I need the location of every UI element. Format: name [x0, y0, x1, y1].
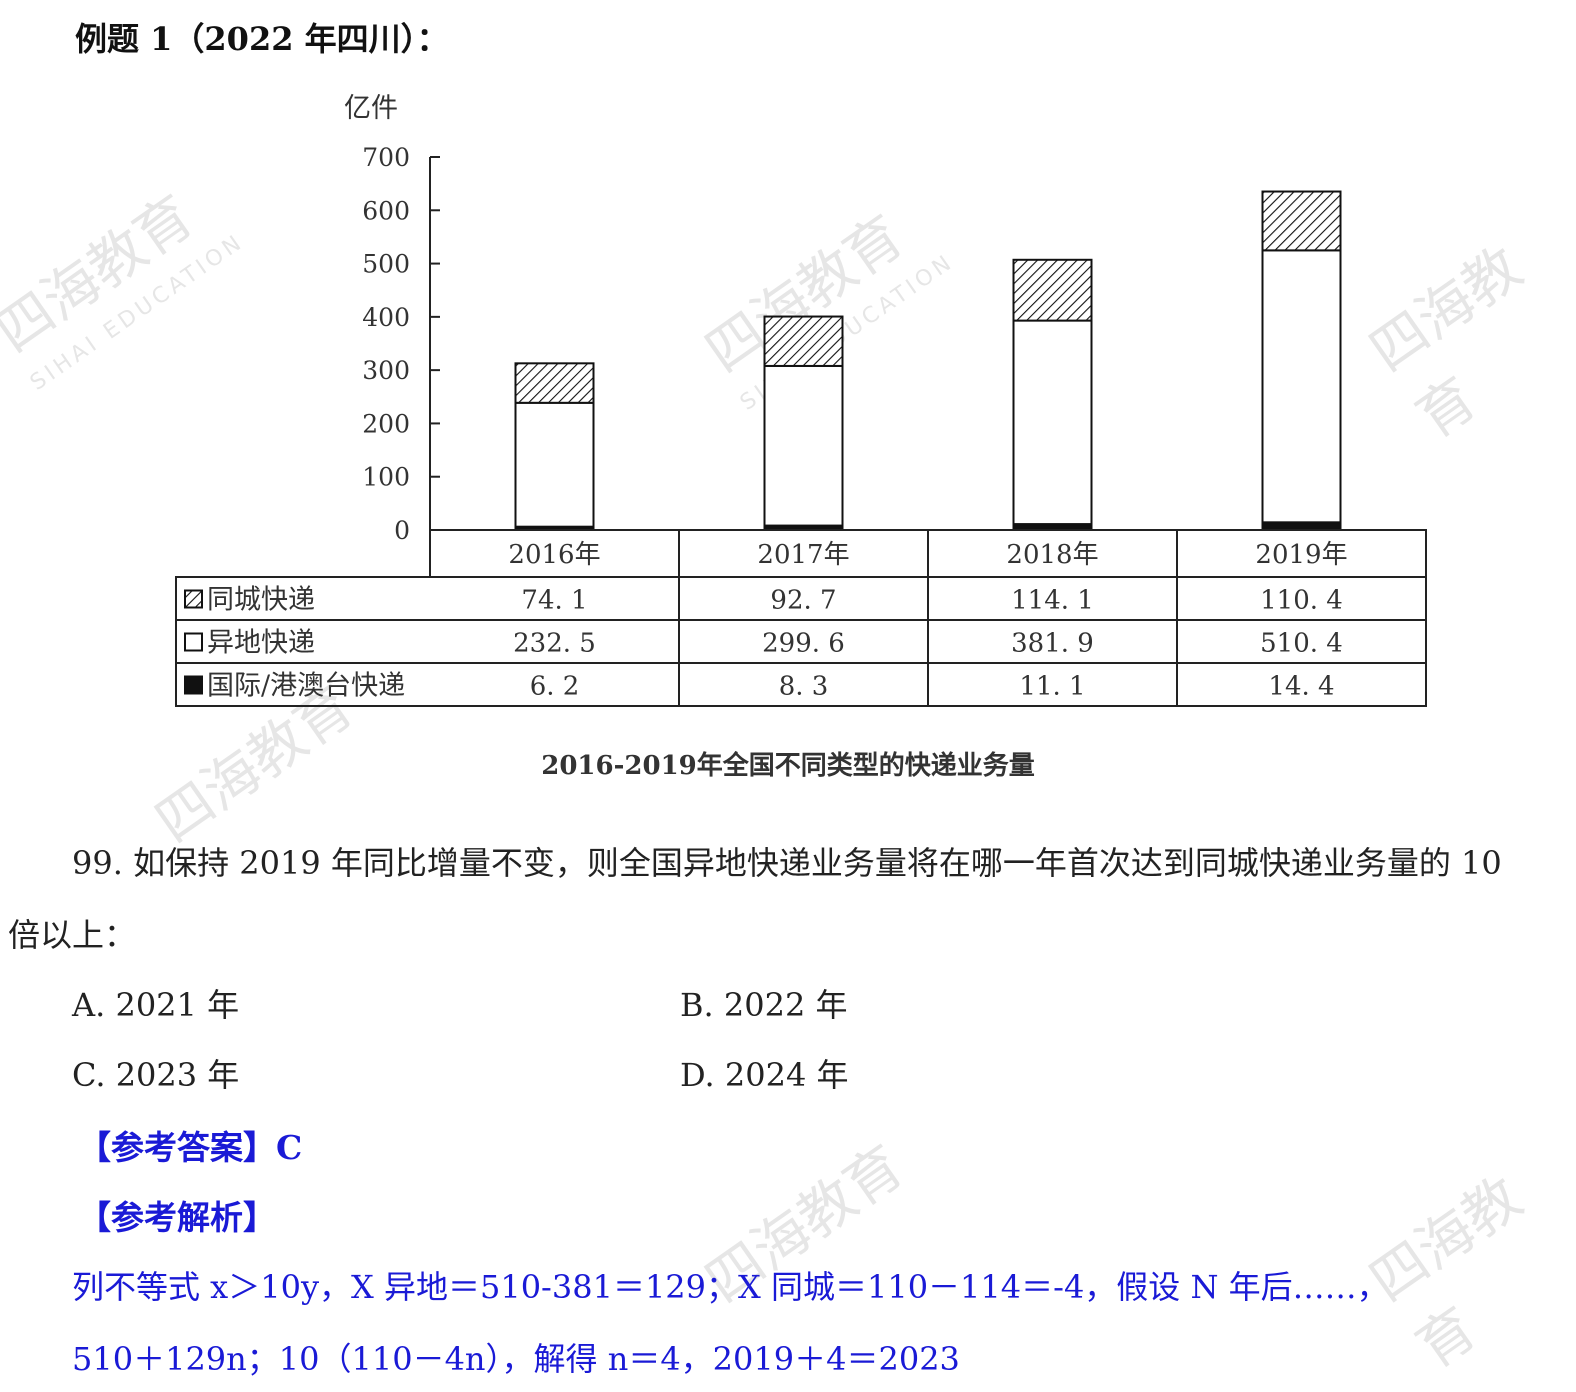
bar-segment — [1261, 521, 1342, 531]
option-d[interactable]: D. 2024 年 — [680, 1056, 849, 1094]
x-category-label: 2019年 — [1255, 540, 1347, 570]
bar-segment — [1261, 249, 1342, 524]
data-value-label: 8. 3 — [779, 672, 829, 702]
bar-segment — [1012, 319, 1093, 526]
question-text-line2: 倍以上： — [8, 916, 137, 954]
bar-segment — [514, 401, 595, 528]
option-b[interactable]: B. 2022 年 — [680, 986, 848, 1024]
bar-segment — [1012, 258, 1093, 322]
data-value-label: 381. 9 — [1011, 629, 1094, 659]
data-value-label: 92. 7 — [770, 586, 836, 616]
option-c[interactable]: C. 2023 年 — [72, 1056, 240, 1094]
data-value-label: 14. 4 — [1268, 672, 1334, 702]
reference-answer: 【参考答案】C — [78, 1128, 303, 1167]
y-tick-label: 600 — [362, 196, 410, 225]
y-axis-unit-label: 亿件 — [344, 93, 398, 124]
question-text-line1: 99. 如保持 2019 年同比增量不变，则全国异地快递业务量将在哪一年首次达到… — [72, 844, 1502, 882]
y-tick-label: 400 — [362, 303, 410, 332]
legend-label: 异地快递 — [207, 628, 315, 659]
table-body-border — [175, 576, 1427, 707]
legend-label: 国际/港澳台快递 — [207, 671, 405, 702]
legend-swatch — [184, 675, 203, 695]
data-value-label: 74. 1 — [521, 586, 587, 616]
data-value-label: 510. 4 — [1260, 629, 1343, 659]
bar-segment — [763, 364, 844, 527]
bar-segment — [514, 362, 595, 404]
y-tick-label: 200 — [362, 409, 410, 438]
data-value-label: 114. 1 — [1011, 586, 1094, 616]
solution-line2: 510＋129n；10（110－4n），解得 n＝4，2019＋4＝2023 — [72, 1340, 960, 1378]
bar-segment — [1261, 190, 1342, 252]
y-tick-label: 100 — [362, 463, 410, 492]
y-tick-label: 300 — [362, 356, 410, 385]
y-tick-label: 500 — [362, 250, 410, 279]
chart-title: 2016-2019年全国不同类型的快递业务量 — [541, 751, 1035, 781]
data-value-label: 299. 6 — [762, 629, 845, 659]
solution-line1: 列不等式 x＞10y，X 异地＝510-381＝129；X 同城＝110－114… — [72, 1268, 1389, 1306]
x-category-label: 2017年 — [757, 540, 849, 570]
y-tick-label: 700 — [362, 143, 410, 172]
data-value-label: 232. 5 — [513, 629, 596, 659]
legend-label: 同城快递 — [207, 585, 315, 616]
problem-heading: 例题 1（2022 年四川）： — [75, 20, 449, 58]
data-value-label: 11. 1 — [1019, 672, 1085, 702]
data-value-label: 110. 4 — [1260, 586, 1343, 616]
watermark-6: 四海教育 — [1358, 1165, 1534, 1382]
stacked-bar-chart: 700 600 500 400 300 200 100 0 2016年 2017年 2018年 20… — [175, 143, 1427, 707]
x-category-label: 2018年 — [1006, 540, 1098, 570]
bar-segment — [763, 315, 844, 367]
y-tick-label: 0 — [394, 516, 410, 545]
reference-analysis-heading: 【参考解析】 — [78, 1198, 276, 1237]
legend-swatch — [184, 589, 203, 609]
legend-swatch — [184, 632, 203, 652]
x-category-label: 2016年 — [508, 540, 600, 570]
data-value-label: 6. 2 — [530, 672, 580, 702]
option-a[interactable]: A. 2021 年 — [72, 986, 240, 1024]
